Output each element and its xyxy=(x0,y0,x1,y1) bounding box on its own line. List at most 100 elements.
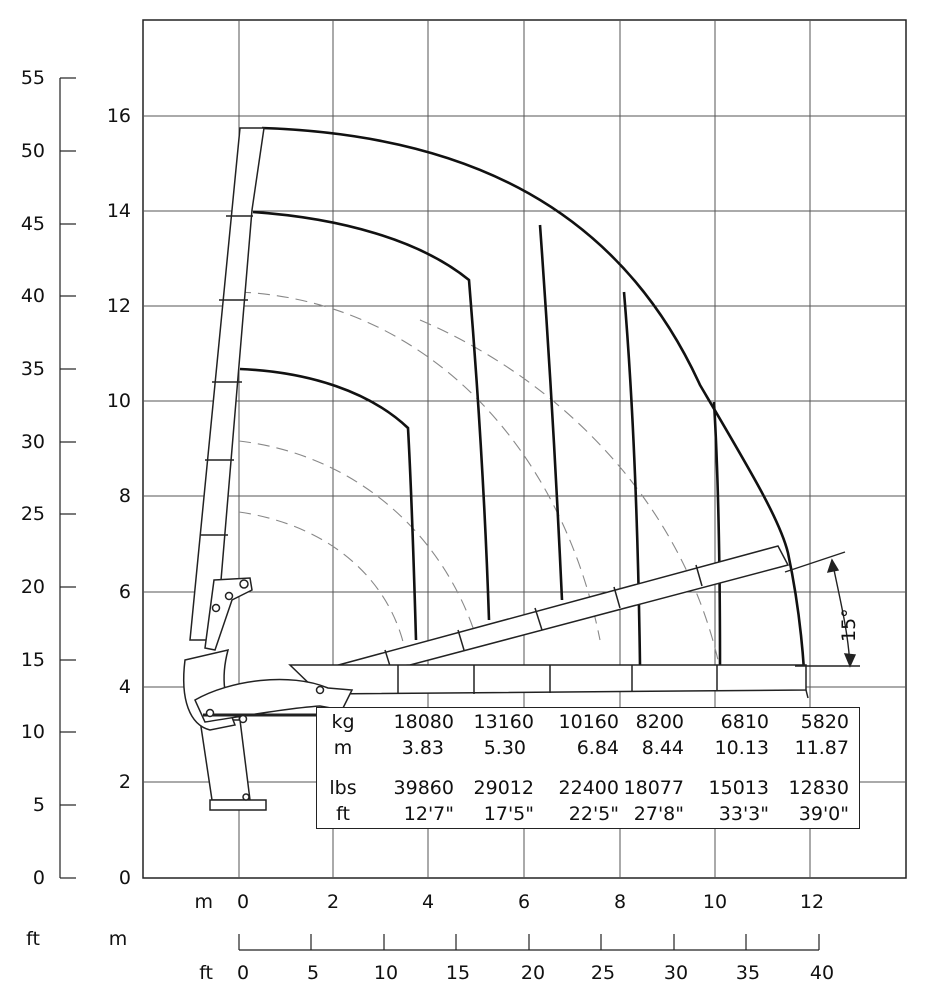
ft-tick-15: 15 xyxy=(21,649,45,671)
lbs-2: 29012 xyxy=(473,777,534,799)
m-tick-2: 2 xyxy=(119,771,131,793)
m-6: 11.87 xyxy=(794,737,849,759)
outer-reach-envelope xyxy=(261,126,806,671)
m-htick-10: 10 xyxy=(703,891,727,913)
boom-inclined-body xyxy=(319,545,790,671)
m-tick-10: 10 xyxy=(107,390,131,412)
ft-tick-50: 50 xyxy=(21,140,45,162)
m-tick-0: 0 xyxy=(119,867,131,889)
lbs-5: 15013 xyxy=(708,777,769,799)
ft-3: 22'5" xyxy=(568,803,619,825)
ft-horizontal-labels: ft 0 5 10 15 20 25 30 35 40 xyxy=(199,962,834,984)
ft-tick-45: 45 xyxy=(21,213,45,235)
m-htick-0: 0 xyxy=(237,891,249,913)
m-2: 5.30 xyxy=(483,737,526,759)
ft-corner-label: ft xyxy=(26,928,40,950)
ft-htick-20: 20 xyxy=(521,962,545,984)
m-1: 3.83 xyxy=(401,737,444,759)
kg-1: 18080 xyxy=(393,711,454,733)
load-table: kg 18080 13160 10160 8200 6810 5820 m 3.… xyxy=(316,707,860,829)
angle-arrow-bottom xyxy=(843,653,857,668)
row-kg: kg 18080 13160 10160 8200 6810 5820 xyxy=(317,711,859,733)
kg-4: 8200 xyxy=(635,711,684,733)
ft-htick-35: 35 xyxy=(736,962,760,984)
dashed-arc-2 xyxy=(238,440,481,651)
ft-htick-10: 10 xyxy=(374,962,398,984)
dashed-arc-3 xyxy=(238,291,601,641)
crane-base xyxy=(183,577,354,811)
lbs-1: 39860 xyxy=(393,777,454,799)
m-5: 10.13 xyxy=(714,737,769,759)
boom-horizontal xyxy=(288,664,809,699)
angle-extension-line xyxy=(784,551,846,573)
boom-inclined xyxy=(319,545,790,671)
m-tick-14: 14 xyxy=(107,200,131,222)
boom-raised xyxy=(189,127,265,641)
m-tick-16: 16 xyxy=(107,105,131,127)
m-vertical-labels: 16 14 12 10 8 6 4 2 0 xyxy=(107,105,131,889)
ft-tick-25: 25 xyxy=(21,503,45,525)
ft-htick-30: 30 xyxy=(664,962,688,984)
ft-row-label: ft xyxy=(199,962,213,984)
m-htick-4: 4 xyxy=(422,891,434,913)
dashed-reach-arcs xyxy=(238,291,719,661)
ft-htick-0: 0 xyxy=(237,962,249,984)
m-horizontal-labels: m 0 2 4 6 8 10 12 xyxy=(194,891,824,913)
m-3: 6.84 xyxy=(576,737,619,759)
ft-tick-20: 20 xyxy=(21,576,45,598)
kg-3: 10160 xyxy=(558,711,619,733)
m-tick-12: 12 xyxy=(107,295,131,317)
ft-htick-40: 40 xyxy=(810,962,834,984)
angle-dimension xyxy=(784,551,860,668)
dashed-arc-4 xyxy=(419,319,719,661)
row-ft: ft 12'7" 17'5" 22'5" 27'8" 33'3" 39'0" xyxy=(317,803,859,825)
m-corner-label: m xyxy=(109,928,128,950)
angle-label: 15° xyxy=(838,608,860,642)
lbs-4: 18077 xyxy=(623,777,684,799)
row-lbs: lbs 39860 29012 22400 18077 15013 12830 xyxy=(317,777,859,799)
m-tick-4: 4 xyxy=(119,676,131,698)
ft-vertical-scale xyxy=(59,77,76,879)
m-tick-8: 8 xyxy=(119,485,131,507)
ft-4: 27'8" xyxy=(633,803,684,825)
ft-1: 12'7" xyxy=(403,803,454,825)
reach-curve-3 xyxy=(538,224,564,601)
row-m: m 3.83 5.30 6.84 8.44 10.13 11.87 xyxy=(317,737,859,759)
boom-horizontal-body xyxy=(288,664,807,695)
ft-6: 39'0" xyxy=(798,803,849,825)
m-htick-6: 6 xyxy=(518,891,530,913)
reach-curve-5 xyxy=(712,401,722,666)
kg-5: 6810 xyxy=(720,711,769,733)
angle-arrow-top xyxy=(826,558,840,573)
ft-htick-15: 15 xyxy=(446,962,470,984)
boom-raised-body xyxy=(189,127,265,641)
ft-tick-35: 35 xyxy=(21,358,45,380)
lbs-6: 12830 xyxy=(788,777,849,799)
ft-5: 33'3" xyxy=(718,803,769,825)
unit-ft: ft xyxy=(336,803,350,825)
ft-tick-55: 55 xyxy=(21,67,45,89)
ft-tick-40: 40 xyxy=(21,285,45,307)
m-row-label: m xyxy=(194,891,213,913)
m-4: 8.44 xyxy=(641,737,684,759)
ft-htick-25: 25 xyxy=(591,962,615,984)
unit-lbs: lbs xyxy=(329,777,357,799)
kg-2: 13160 xyxy=(473,711,534,733)
m-tick-6: 6 xyxy=(119,581,131,603)
crane-foot xyxy=(209,799,267,811)
ft-vertical-labels: 55 50 45 40 35 30 25 20 15 10 5 0 xyxy=(21,67,45,889)
crane-column xyxy=(199,719,251,801)
ft-tick-5: 5 xyxy=(33,794,45,816)
dashed-arc-1 xyxy=(238,511,406,651)
unit-kg: kg xyxy=(331,711,355,733)
reach-curves xyxy=(239,126,806,671)
ft-tick-0: 0 xyxy=(33,867,45,889)
m-htick-2: 2 xyxy=(327,891,339,913)
crane-upper-link xyxy=(204,577,253,651)
reach-curve-2 xyxy=(252,210,491,621)
kg-6: 5820 xyxy=(800,711,849,733)
m-htick-8: 8 xyxy=(614,891,626,913)
lbs-3: 22400 xyxy=(558,777,619,799)
ft-horizontal-scale xyxy=(238,934,820,951)
